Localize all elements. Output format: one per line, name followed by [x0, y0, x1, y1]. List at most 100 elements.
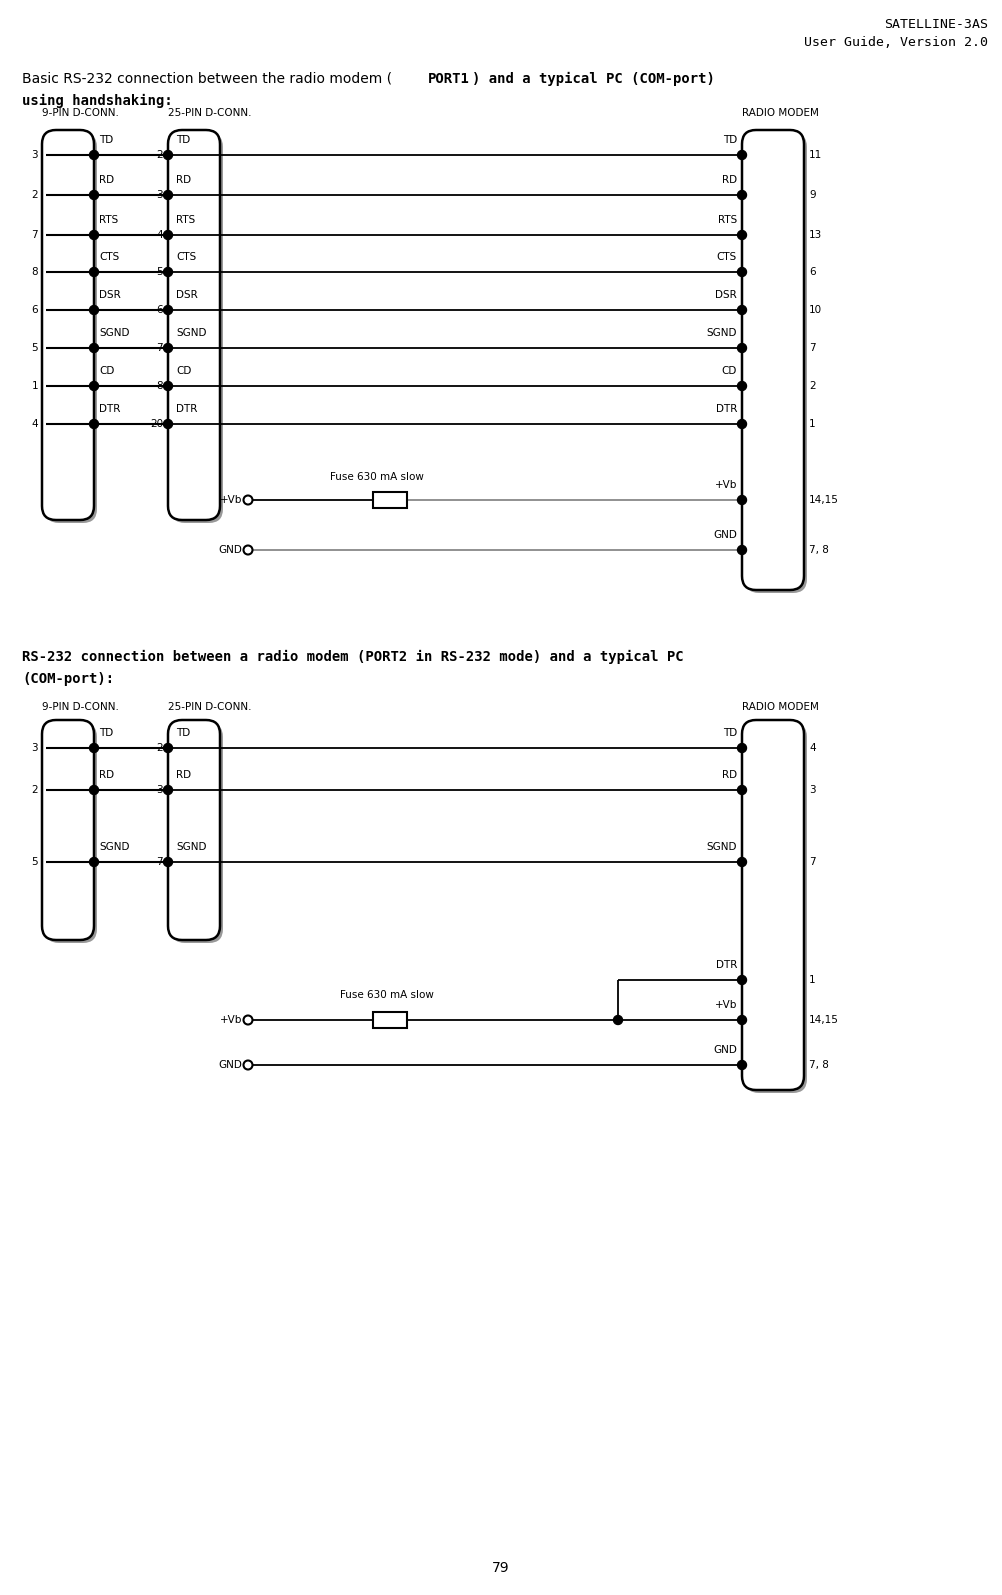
Text: CTS: CTS — [716, 252, 737, 262]
Text: 7: 7 — [156, 343, 163, 352]
Text: +Vb: +Vb — [219, 1014, 242, 1026]
Circle shape — [737, 496, 746, 504]
Circle shape — [163, 419, 172, 429]
Text: SATELLINE-3AS: SATELLINE-3AS — [884, 18, 988, 30]
Text: GND: GND — [713, 1045, 737, 1054]
Circle shape — [737, 419, 746, 429]
Text: 5: 5 — [31, 857, 38, 868]
Circle shape — [737, 150, 746, 160]
Text: User Guide, Version 2.0: User Guide, Version 2.0 — [804, 37, 988, 49]
Text: RD: RD — [176, 770, 191, 780]
Circle shape — [737, 785, 746, 794]
Text: GND: GND — [218, 545, 242, 555]
Text: CTS: CTS — [176, 252, 196, 262]
Text: 9-PIN D-CONN.: 9-PIN D-CONN. — [42, 108, 119, 118]
Text: GND: GND — [218, 1061, 242, 1070]
FancyBboxPatch shape — [42, 131, 94, 520]
Text: (COM-port):: (COM-port): — [22, 671, 114, 686]
Text: DTR: DTR — [715, 960, 737, 970]
Text: 1: 1 — [809, 419, 816, 429]
Text: RTS: RTS — [176, 215, 195, 225]
Text: TD: TD — [722, 136, 737, 145]
Circle shape — [737, 268, 746, 276]
Circle shape — [737, 381, 746, 391]
Text: DTR: DTR — [176, 404, 197, 415]
Text: Fuse 630 mA slow: Fuse 630 mA slow — [330, 472, 424, 482]
Text: 13: 13 — [809, 230, 823, 239]
Text: DSR: DSR — [176, 290, 197, 300]
Text: DSR: DSR — [715, 290, 737, 300]
Text: SGND: SGND — [706, 329, 737, 338]
Circle shape — [737, 545, 746, 555]
Text: DSR: DSR — [99, 290, 121, 300]
Text: 8: 8 — [156, 381, 163, 391]
Circle shape — [163, 785, 172, 794]
Text: 25-PIN D-CONN.: 25-PIN D-CONN. — [168, 702, 252, 711]
Text: 14,15: 14,15 — [809, 494, 839, 506]
Circle shape — [89, 150, 98, 160]
Text: +Vb: +Vb — [219, 494, 242, 506]
FancyBboxPatch shape — [171, 723, 223, 943]
Text: GND: GND — [713, 530, 737, 541]
Circle shape — [737, 231, 746, 239]
Text: RD: RD — [721, 770, 737, 780]
Circle shape — [89, 785, 98, 794]
Text: TD: TD — [176, 727, 190, 738]
Text: 1: 1 — [809, 975, 816, 986]
Circle shape — [89, 419, 98, 429]
FancyBboxPatch shape — [742, 719, 804, 1089]
Text: 6: 6 — [156, 305, 163, 314]
Text: 9-PIN D-CONN.: 9-PIN D-CONN. — [42, 702, 119, 711]
Text: RD: RD — [721, 175, 737, 185]
Circle shape — [89, 858, 98, 866]
Text: 5: 5 — [31, 343, 38, 352]
Circle shape — [737, 190, 746, 199]
Text: TD: TD — [722, 727, 737, 738]
Text: 3: 3 — [156, 785, 163, 794]
Text: 1: 1 — [31, 381, 38, 391]
Circle shape — [89, 190, 98, 199]
Text: 2: 2 — [31, 785, 38, 794]
FancyBboxPatch shape — [168, 719, 220, 939]
Text: 7: 7 — [809, 857, 816, 868]
Text: 7, 8: 7, 8 — [809, 1061, 829, 1070]
Text: 2: 2 — [31, 190, 38, 199]
FancyBboxPatch shape — [171, 132, 223, 523]
Text: 7: 7 — [809, 343, 816, 352]
Text: CTS: CTS — [99, 252, 119, 262]
Circle shape — [163, 381, 172, 391]
Text: SGND: SGND — [176, 329, 206, 338]
Text: 7: 7 — [31, 230, 38, 239]
Circle shape — [163, 231, 172, 239]
Text: 3: 3 — [156, 190, 163, 199]
Text: 3: 3 — [31, 743, 38, 753]
Text: 4: 4 — [31, 419, 38, 429]
Text: Fuse 630 mA slow: Fuse 630 mA slow — [340, 990, 434, 1000]
Circle shape — [737, 343, 746, 352]
Text: CD: CD — [721, 365, 737, 376]
Circle shape — [163, 306, 172, 314]
Text: 10: 10 — [809, 305, 822, 314]
Text: RD: RD — [176, 175, 191, 185]
Bar — [373, 1011, 407, 1029]
FancyBboxPatch shape — [742, 131, 804, 590]
Circle shape — [163, 743, 172, 753]
Text: 9: 9 — [809, 190, 816, 199]
Text: 2: 2 — [809, 381, 816, 391]
Text: CD: CD — [99, 365, 114, 376]
Text: +Vb: +Vb — [714, 1000, 737, 1010]
Circle shape — [89, 343, 98, 352]
FancyBboxPatch shape — [45, 723, 97, 943]
Text: 2: 2 — [156, 150, 163, 160]
Text: 79: 79 — [492, 1562, 510, 1574]
Text: using handshaking:: using handshaking: — [22, 94, 172, 108]
Text: 3: 3 — [809, 785, 816, 794]
Circle shape — [737, 1016, 746, 1024]
Circle shape — [737, 743, 746, 753]
Text: 25-PIN D-CONN.: 25-PIN D-CONN. — [168, 108, 252, 118]
Text: RD: RD — [99, 175, 114, 185]
Text: 20: 20 — [150, 419, 163, 429]
Text: RS-232 connection between a radio modem (PORT2 in RS-232 mode) and a typical PC: RS-232 connection between a radio modem … — [22, 651, 683, 664]
FancyBboxPatch shape — [745, 132, 807, 593]
Text: 4: 4 — [809, 743, 816, 753]
